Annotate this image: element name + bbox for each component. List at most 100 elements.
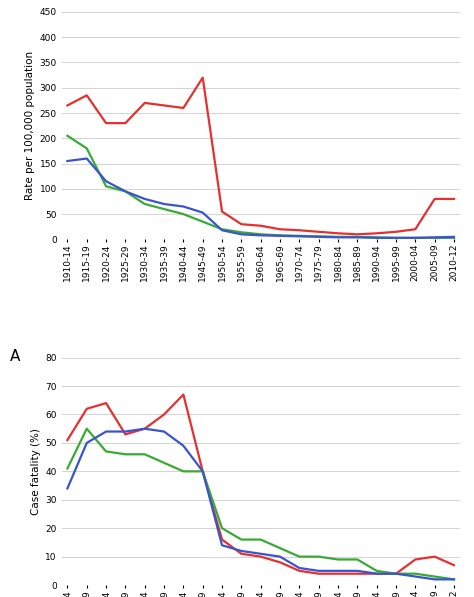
London bbox=[103, 178, 109, 185]
London bbox=[219, 227, 225, 234]
Cape Town bbox=[451, 195, 457, 202]
Text: A: A bbox=[10, 349, 20, 364]
Cape Town bbox=[84, 92, 90, 99]
New York bbox=[451, 234, 457, 241]
Cape Town bbox=[200, 468, 206, 475]
New York bbox=[277, 544, 283, 552]
New York bbox=[355, 556, 360, 563]
Cape Town bbox=[258, 553, 264, 560]
London bbox=[84, 155, 90, 162]
New York bbox=[181, 468, 186, 475]
New York bbox=[161, 459, 167, 466]
Cape Town bbox=[161, 411, 167, 418]
New York bbox=[432, 573, 438, 580]
London bbox=[355, 234, 360, 241]
New York bbox=[258, 230, 264, 238]
London bbox=[161, 428, 167, 435]
London bbox=[200, 209, 206, 216]
Line: London: London bbox=[67, 429, 454, 579]
Cape Town bbox=[393, 570, 399, 577]
Cape Town bbox=[64, 102, 70, 109]
London bbox=[277, 553, 283, 560]
London bbox=[181, 442, 186, 450]
Cape Town bbox=[451, 562, 457, 569]
London bbox=[84, 439, 90, 447]
London bbox=[374, 570, 380, 577]
London bbox=[335, 567, 341, 574]
Line: London: London bbox=[67, 159, 454, 238]
Cape Town bbox=[355, 570, 360, 577]
New York bbox=[316, 553, 321, 560]
New York bbox=[84, 145, 90, 152]
New York bbox=[393, 234, 399, 241]
Cape Town bbox=[123, 119, 128, 127]
Cape Town bbox=[219, 208, 225, 215]
Line: New York: New York bbox=[67, 429, 454, 579]
London bbox=[297, 233, 302, 240]
New York bbox=[219, 226, 225, 233]
New York bbox=[219, 525, 225, 532]
New York bbox=[335, 556, 341, 563]
London bbox=[374, 234, 380, 241]
London bbox=[123, 188, 128, 195]
Cape Town bbox=[297, 227, 302, 234]
London bbox=[432, 576, 438, 583]
Cape Town bbox=[335, 230, 341, 237]
New York bbox=[238, 536, 244, 543]
New York bbox=[374, 234, 380, 241]
Cape Town bbox=[432, 553, 438, 560]
London bbox=[142, 195, 147, 202]
Cape Town bbox=[297, 567, 302, 574]
New York bbox=[355, 233, 360, 241]
London bbox=[258, 550, 264, 558]
Cape Town bbox=[200, 74, 206, 81]
Cape Town bbox=[64, 436, 70, 444]
London bbox=[238, 547, 244, 555]
New York bbox=[103, 183, 109, 190]
Cape Town bbox=[277, 559, 283, 566]
New York bbox=[393, 570, 399, 577]
Cape Town bbox=[142, 99, 147, 106]
Cape Town bbox=[393, 228, 399, 235]
London bbox=[432, 234, 438, 241]
London bbox=[393, 570, 399, 577]
London bbox=[297, 564, 302, 571]
London bbox=[142, 425, 147, 432]
Cape Town bbox=[412, 226, 418, 233]
New York bbox=[200, 218, 206, 225]
Line: Cape Town: Cape Town bbox=[67, 78, 454, 234]
London bbox=[123, 428, 128, 435]
Line: Cape Town: Cape Town bbox=[67, 395, 454, 574]
New York bbox=[238, 229, 244, 236]
Cape Town bbox=[277, 226, 283, 233]
Cape Town bbox=[103, 119, 109, 127]
London bbox=[258, 232, 264, 239]
New York bbox=[181, 211, 186, 218]
Cape Town bbox=[181, 391, 186, 398]
Cape Town bbox=[355, 230, 360, 238]
New York bbox=[412, 570, 418, 577]
London bbox=[451, 576, 457, 583]
Y-axis label: Rate per 100,000 population: Rate per 100,000 population bbox=[25, 51, 36, 200]
Cape Town bbox=[219, 536, 225, 543]
Cape Town bbox=[432, 195, 438, 202]
New York bbox=[277, 232, 283, 239]
London bbox=[238, 230, 244, 238]
New York bbox=[64, 465, 70, 472]
New York bbox=[297, 232, 302, 239]
New York bbox=[84, 425, 90, 432]
London bbox=[64, 158, 70, 165]
London bbox=[161, 201, 167, 208]
London bbox=[335, 234, 341, 241]
Cape Town bbox=[161, 102, 167, 109]
Cape Town bbox=[181, 104, 186, 112]
New York bbox=[297, 553, 302, 560]
Cape Town bbox=[103, 399, 109, 407]
London bbox=[200, 468, 206, 475]
New York bbox=[161, 205, 167, 213]
New York bbox=[142, 451, 147, 458]
London bbox=[316, 233, 321, 241]
Cape Town bbox=[412, 556, 418, 563]
London bbox=[393, 234, 399, 241]
Cape Town bbox=[142, 425, 147, 432]
